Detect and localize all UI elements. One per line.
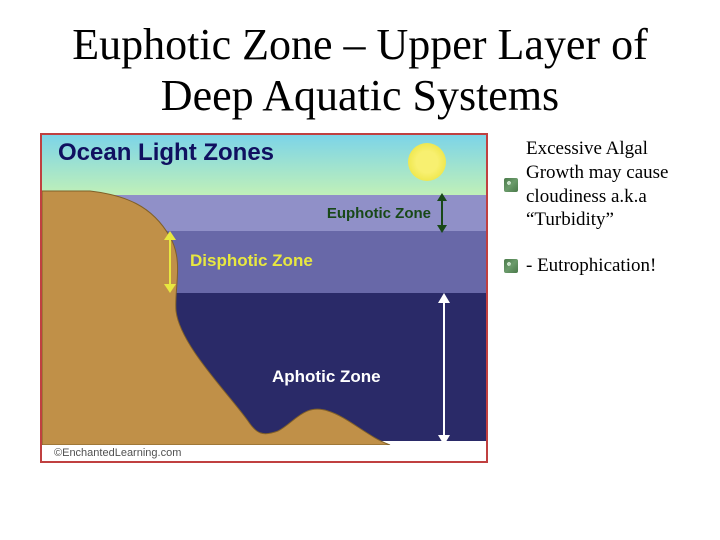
diagram-container: Ocean Light Zones Euphotic Zone Disphoti… [40,133,488,463]
copyright-text: ©EnchantedLearning.com [54,447,181,459]
euphotic-label: Euphotic Zone [327,205,431,222]
bullet-icon [504,178,518,192]
slide-title: Euphotic Zone – Upper Layer of Deep Aqua… [40,20,680,121]
diagram-title: Ocean Light Zones [58,139,274,167]
aphotic-arrow [434,293,454,445]
disphotic-arrow [160,231,180,293]
sidebar: Excessive Algal Growth may cause cloudin… [504,133,680,463]
sidebar-text-1: Excessive Algal Growth may cause cloudin… [526,137,680,232]
land-shape [42,135,488,445]
bullet-icon [504,259,518,273]
euphotic-arrow [432,193,452,233]
disphotic-label: Disphotic Zone [190,251,313,271]
sidebar-text-2: - Eutrophication! [526,254,656,278]
aphotic-label: Aphotic Zone [272,367,381,387]
